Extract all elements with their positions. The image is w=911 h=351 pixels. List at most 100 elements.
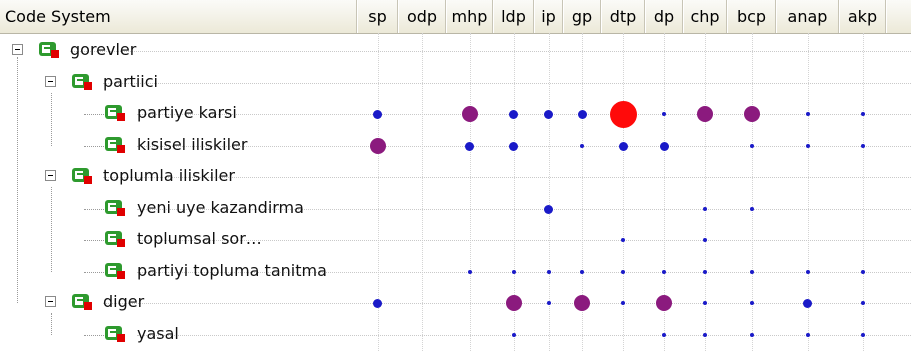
matrix-cell-dot-gp[interactable] bbox=[574, 295, 590, 311]
matrix-cell-dot-akp[interactable] bbox=[860, 301, 865, 305]
matrix-cell-dot-dtp[interactable] bbox=[609, 100, 637, 128]
matrix-cell-dot-ip[interactable] bbox=[544, 204, 553, 214]
row-guide bbox=[137, 146, 911, 147]
matrix-cell-dot-gp[interactable] bbox=[580, 270, 584, 274]
matrix-cell-dot-dp[interactable] bbox=[656, 295, 672, 311]
matrix-cell-dot-akp[interactable] bbox=[860, 270, 865, 274]
code-label: gorevler bbox=[70, 40, 137, 59]
code-row[interactable]: yeni uye kazandirma bbox=[0, 193, 911, 225]
matrix-cell-dot-chp[interactable] bbox=[703, 301, 707, 305]
header-col-chp[interactable]: chp bbox=[683, 0, 727, 33]
row-guide bbox=[103, 177, 911, 178]
header-col-bcp[interactable]: bcp bbox=[727, 0, 776, 33]
matrix-cell-dot-bcp[interactable] bbox=[749, 207, 754, 211]
code-icon bbox=[104, 104, 126, 122]
tree-connector bbox=[84, 146, 104, 147]
header-col-mhp[interactable]: mhp bbox=[446, 0, 493, 33]
matrix-cell-dot-gp[interactable] bbox=[577, 109, 587, 119]
matrix-cell-dot-mhp[interactable] bbox=[461, 106, 478, 122]
matrix-cell-dot-dtp[interactable] bbox=[621, 270, 625, 274]
collapse-toggle-icon[interactable] bbox=[45, 296, 56, 307]
header-col-odp[interactable]: odp bbox=[398, 0, 446, 33]
code-row[interactable]: partiici bbox=[0, 67, 911, 99]
header-col-dtp[interactable]: dtp bbox=[601, 0, 645, 33]
matrix-cell-dot-dp[interactable] bbox=[662, 333, 666, 337]
collapse-toggle-icon[interactable] bbox=[45, 76, 56, 87]
code-row[interactable]: diger bbox=[0, 287, 911, 319]
matrix-cell-dot-dtp[interactable] bbox=[618, 141, 628, 151]
matrix-cell-dot-ldp[interactable] bbox=[509, 141, 518, 151]
matrix-cell-dot-bcp[interactable] bbox=[749, 144, 754, 148]
matrix-cell-dot-bcp[interactable] bbox=[749, 301, 754, 305]
header-col-anap[interactable]: anap bbox=[776, 0, 839, 33]
matrix-cell-dot-dtp[interactable] bbox=[621, 238, 625, 242]
code-icon bbox=[104, 230, 126, 248]
code-label: yeni uye kazandirma bbox=[137, 198, 304, 217]
matrix-cell-dot-akp[interactable] bbox=[860, 333, 865, 337]
column-header: Code System sp odp mhp ldp ip gp dtp dp chp bcp an… bbox=[0, 0, 911, 34]
code-row[interactable]: partiyi topluma tanitma bbox=[0, 256, 911, 288]
header-col-gp[interactable]: gp bbox=[563, 0, 601, 33]
matrix-cell-dot-ip[interactable] bbox=[546, 270, 551, 274]
matrix-cell-dot-mhp[interactable] bbox=[465, 141, 474, 151]
matrix-cell-dot-dp[interactable] bbox=[662, 270, 666, 274]
matrix-cell-dot-dtp[interactable] bbox=[621, 301, 625, 305]
matrix-cell-dot-chp[interactable] bbox=[703, 333, 707, 337]
code-label: partiici bbox=[103, 72, 158, 91]
matrix-cell-dot-ldp[interactable] bbox=[511, 333, 516, 337]
matrix-cell-dot-gp[interactable] bbox=[580, 144, 584, 148]
matrix-cell-dot-chp[interactable] bbox=[703, 207, 707, 211]
row-guide bbox=[137, 335, 911, 336]
matrix-cell-dot-ldp[interactable] bbox=[505, 295, 522, 311]
matrix-cell-dot-anap[interactable] bbox=[805, 144, 810, 148]
header-col-dp[interactable]: dp bbox=[645, 0, 683, 33]
matrix-cell-dot-chp[interactable] bbox=[703, 270, 707, 274]
matrix-cell-dot-ip[interactable] bbox=[544, 109, 553, 119]
matrix-cell-dot-ldp[interactable] bbox=[509, 109, 518, 119]
code-icon bbox=[71, 167, 93, 185]
matrix-cell-dot-ip[interactable] bbox=[546, 301, 551, 305]
matrix-cell-dot-anap[interactable] bbox=[805, 112, 810, 116]
code-row[interactable]: gorevler bbox=[0, 35, 911, 67]
code-row[interactable]: kisisel iliskiler bbox=[0, 130, 911, 162]
code-row[interactable]: yasal bbox=[0, 319, 911, 351]
code-row[interactable]: toplumla iliskiler bbox=[0, 161, 911, 193]
code-row[interactable]: partiye karsi bbox=[0, 98, 911, 130]
tree-connector bbox=[84, 272, 104, 273]
matrix-cell-dot-dp[interactable] bbox=[659, 141, 669, 151]
code-row[interactable]: toplumsal sor… bbox=[0, 224, 911, 256]
code-label: kisisel iliskiler bbox=[137, 135, 248, 154]
code-label: toplumsal sor… bbox=[137, 229, 262, 248]
collapse-toggle-icon[interactable] bbox=[45, 170, 56, 181]
grid-line bbox=[514, 33, 515, 351]
matrix-cell-dot-sp[interactable] bbox=[373, 298, 382, 308]
code-icon bbox=[71, 73, 93, 91]
grid-line bbox=[808, 33, 809, 351]
header-col-ldp[interactable]: ldp bbox=[493, 0, 534, 33]
matrix-cell-dot-bcp[interactable] bbox=[743, 106, 760, 122]
tree-connector bbox=[51, 93, 52, 146]
matrix-cell-dot-sp[interactable] bbox=[373, 109, 382, 119]
header-col-akp[interactable]: akp bbox=[839, 0, 886, 33]
matrix-cell-dot-anap[interactable] bbox=[805, 333, 810, 337]
matrix-cell-dot-chp[interactable] bbox=[697, 106, 713, 122]
matrix-cell-dot-ldp[interactable] bbox=[511, 270, 516, 274]
matrix-cell-dot-bcp[interactable] bbox=[749, 270, 754, 274]
row-guide bbox=[137, 272, 911, 273]
header-filler bbox=[886, 0, 911, 33]
matrix-cell-dot-akp[interactable] bbox=[860, 112, 865, 116]
header-col-sp[interactable]: sp bbox=[357, 0, 398, 33]
matrix-cell-dot-anap[interactable] bbox=[805, 270, 810, 274]
matrix-cell-dot-bcp[interactable] bbox=[749, 333, 754, 337]
collapse-toggle-icon[interactable] bbox=[12, 44, 23, 55]
matrix-cell-dot-sp[interactable] bbox=[369, 138, 386, 154]
matrix-cell-dot-akp[interactable] bbox=[860, 144, 865, 148]
matrix-cell-dot-mhp[interactable] bbox=[467, 270, 472, 274]
matrix-cell-dot-chp[interactable] bbox=[703, 238, 707, 242]
matrix-cell-dot-dp[interactable] bbox=[662, 112, 666, 116]
tree-connector bbox=[84, 335, 104, 336]
header-code-system[interactable]: Code System bbox=[0, 0, 357, 33]
header-col-ip[interactable]: ip bbox=[534, 0, 563, 33]
matrix-cell-dot-anap[interactable] bbox=[803, 298, 812, 308]
code-label: partiyi topluma tanitma bbox=[137, 261, 327, 280]
